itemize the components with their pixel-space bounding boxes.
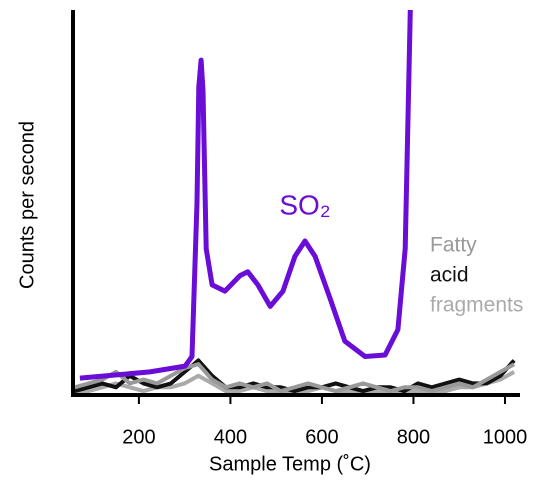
series-line — [74, 358, 516, 394]
x-tick-label: 600 — [305, 426, 338, 448]
x-tick-label: 1000 — [483, 426, 528, 448]
y-axis-label: Counts per second — [16, 121, 38, 289]
series-line — [74, 362, 516, 394]
legend-label: SO₂ — [279, 189, 330, 220]
x-tick-label: 800 — [397, 426, 430, 448]
x-axis-label: Sample Temp (˚C) — [209, 453, 371, 475]
series-line — [79, 9, 413, 381]
x-tick-label: 400 — [214, 426, 247, 448]
legend-label: acid — [430, 264, 469, 287]
legend-label: Fatty — [430, 234, 477, 257]
plot-area — [74, 9, 516, 394]
legend-label: fragments — [430, 294, 523, 317]
x-tick-label: 200 — [122, 426, 155, 448]
